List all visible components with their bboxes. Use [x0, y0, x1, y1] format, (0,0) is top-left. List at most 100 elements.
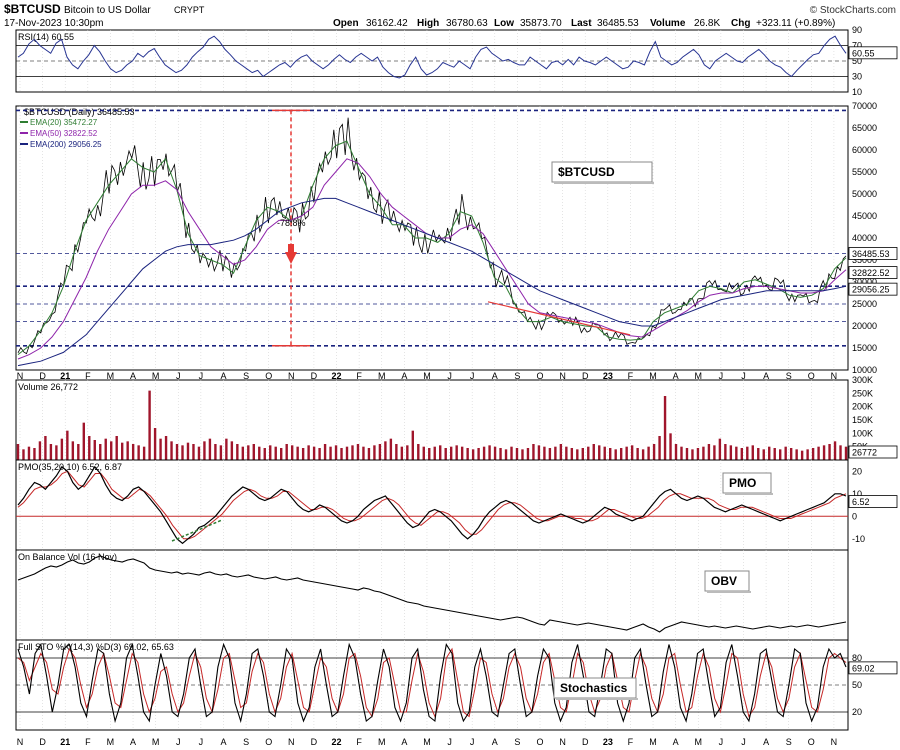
x-tick-label: M	[107, 371, 115, 381]
x-tick-label: A	[492, 371, 498, 381]
x-tick-label: J	[470, 737, 475, 747]
x-tick-label: M	[649, 737, 657, 747]
last-label: Last	[571, 18, 592, 29]
volume-panel: Volume 26,772300K250K200K150K100K50K2677…	[15, 375, 898, 461]
pmo-panel: PMO(35,20,10) 6.52, 6.87 20 10 0 -10 PMO 6.52	[15, 459, 898, 551]
x-tick-label: N	[17, 371, 24, 381]
x-tick-label: J	[199, 371, 204, 381]
price-tick: 10000	[852, 365, 877, 375]
stoch-title: Full STO %K(14,3) %D(3) 69.02, 65.63	[18, 642, 174, 652]
x-tick-label: A	[492, 737, 498, 747]
volume-label: Volume	[650, 18, 686, 29]
x-tick-label: A	[401, 737, 407, 747]
x-tick-label: N	[559, 737, 566, 747]
rsi-tick: 70	[852, 41, 862, 51]
price-tick: 15000	[852, 343, 877, 353]
x-tick-label: S	[786, 737, 792, 747]
x-tick-label: A	[220, 737, 226, 747]
high-label: High	[417, 18, 439, 29]
rsi-last-value-box	[848, 46, 898, 60]
volume-frame	[15, 379, 849, 461]
x-tick-label: O	[808, 371, 815, 381]
x-tick-label: S	[786, 371, 792, 381]
ema-line-0	[17, 140, 847, 355]
stoch-label-box-shadow	[556, 698, 638, 700]
x-tick-label: N	[288, 737, 295, 747]
x-tick-label: M	[649, 371, 657, 381]
down-arrow-icon	[285, 252, 297, 264]
x-tick-label: F	[356, 371, 362, 381]
high-value: 36780.63	[446, 18, 488, 29]
x-tick-label: D	[582, 371, 589, 381]
x-tick-label: F	[628, 371, 634, 381]
pmo-tick: 20	[852, 466, 862, 476]
volume-last-value: 26772	[852, 448, 877, 458]
x-tick-label: O	[265, 371, 272, 381]
price-tick: 40000	[852, 233, 877, 243]
x-tick-label: N	[559, 371, 566, 381]
pmo-title: PMO(35,20,10) 6.52, 6.87	[18, 462, 122, 472]
x-tick-label: J	[741, 371, 746, 381]
x-tick-label: M	[423, 737, 431, 747]
obv-frame	[15, 549, 849, 641]
stoch-label-box: Stochastics	[560, 681, 628, 695]
pmo-line	[17, 465, 847, 545]
price-title: $BTCUSD (Daily) 36485.53	[24, 107, 135, 117]
chg-value: +323.11 (+0.89%)	[756, 18, 835, 29]
price-tick: 30000	[852, 277, 877, 287]
volume-tick: 200K	[852, 402, 873, 412]
ema200-last-value-box	[848, 282, 898, 296]
stoch-tick: 20	[852, 707, 862, 717]
x-tick-label: J	[176, 737, 181, 747]
legend-ema-2: EMA(200) 29056.25	[30, 140, 102, 149]
x-tick-label: F	[85, 737, 91, 747]
rsi-last-value: 60.55	[852, 48, 875, 58]
x-tick-label: 23	[603, 737, 613, 747]
x-tick-label: A	[401, 371, 407, 381]
price-label-box-shadow	[554, 182, 654, 184]
volume-tick: 300K	[852, 375, 873, 385]
x-tick-label: 22	[332, 371, 342, 381]
rsi-panel: RSI(14) 60.55 90 70 50 30 10 60.55	[15, 25, 898, 97]
x-tick-label: J	[176, 371, 181, 381]
x-tick-label: J	[447, 737, 452, 747]
x-tick-label: 23	[603, 371, 613, 381]
x-tick-label: N	[831, 737, 838, 747]
price-last-value-box	[848, 247, 898, 260]
rsi-tick: 10	[852, 87, 862, 97]
x-tick-label: M	[378, 737, 386, 747]
rsi-tick: 50	[852, 56, 862, 66]
obv-label-box-shadow	[707, 591, 751, 593]
open-value: 36162.42	[366, 18, 408, 29]
stoch-tick: 80	[852, 653, 862, 663]
price-tick: 65000	[852, 123, 877, 133]
x-tick-label: O	[808, 737, 815, 747]
low-label: Low	[494, 18, 514, 29]
rsi-tick: 30	[852, 72, 862, 82]
ema200-last-value: 29056.25	[852, 285, 890, 295]
x-tick-label: O	[536, 737, 543, 747]
x-tick-label: S	[243, 737, 249, 747]
x-tick-label: A	[130, 737, 136, 747]
rsi-tick: 90	[852, 25, 862, 35]
pmo-label-box: PMO	[729, 476, 756, 490]
x-tick-label: A	[763, 737, 769, 747]
x-tick-label: D	[39, 371, 46, 381]
stoch-last-value-box	[848, 661, 898, 675]
price-tick: 45000	[852, 211, 877, 221]
price-frame	[15, 105, 849, 371]
price-tick: 35000	[852, 255, 877, 265]
x-tick-label: M	[695, 371, 703, 381]
x-tick-label: O	[265, 737, 272, 747]
header-exchange: CRYPT	[174, 5, 205, 15]
pmo-last-value-box	[848, 495, 898, 508]
x-tick-label: M	[152, 737, 160, 747]
x-tick-label: J	[719, 371, 724, 381]
price-label-box: $BTCUSD	[558, 165, 615, 179]
x-tick-label: N	[831, 371, 838, 381]
legend-ema-0: EMA(20) 35472.27	[30, 118, 98, 127]
x-tick-label: A	[220, 371, 226, 381]
down-arrow-stem	[288, 244, 294, 253]
volume-title: Volume 26,772	[18, 382, 78, 392]
